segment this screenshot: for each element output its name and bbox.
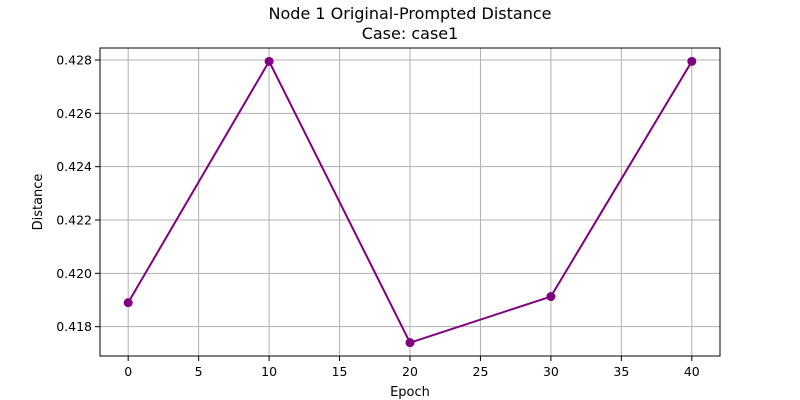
x-tick-label: 10: [261, 364, 277, 379]
data-point: [687, 56, 697, 66]
series-layer: [123, 56, 697, 348]
grid: [100, 48, 720, 356]
x-tick-label: 35: [613, 364, 629, 379]
x-tick-label: 30: [543, 364, 559, 379]
data-point: [123, 298, 133, 308]
chart-title: Node 1 Original-Prompted Distance: [269, 4, 552, 23]
chart-subtitle: Case: case1: [362, 24, 459, 43]
data-point: [405, 338, 415, 348]
y-tick-label: 0.424: [56, 159, 92, 174]
x-axis: 0 5 10 15 20 25 30 35 40: [124, 356, 700, 379]
y-tick-label: 0.420: [56, 266, 92, 281]
data-point: [264, 56, 274, 66]
y-axis: 0.418 0.420 0.422 0.424 0.426 0.428: [56, 53, 100, 334]
x-tick-label: 0: [124, 364, 132, 379]
y-tick-label: 0.428: [56, 53, 92, 68]
data-point: [546, 292, 556, 302]
x-axis-label: Epoch: [390, 385, 430, 400]
x-tick-label: 20: [402, 364, 418, 379]
x-tick-label: 25: [473, 364, 489, 379]
y-tick-label: 0.426: [56, 106, 92, 121]
y-tick-label: 0.418: [56, 319, 92, 334]
y-axis-label: Distance: [31, 174, 46, 231]
x-tick-label: 5: [195, 364, 203, 379]
y-tick-label: 0.422: [56, 213, 92, 228]
x-tick-label: 40: [684, 364, 700, 379]
x-tick-label: 15: [332, 364, 348, 379]
